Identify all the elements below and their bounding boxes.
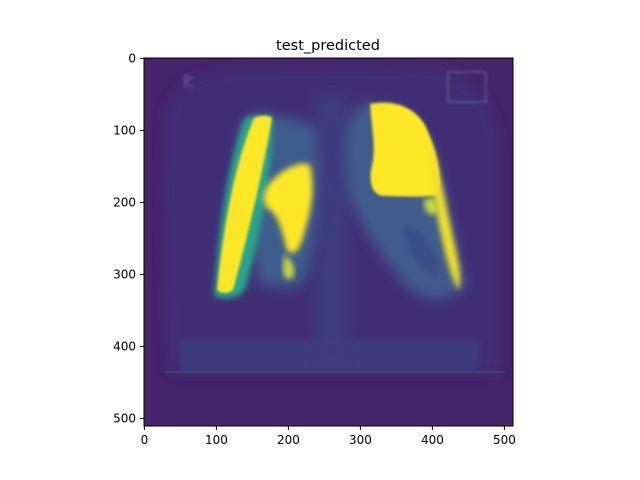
svg-text:400: 400: [113, 340, 136, 354]
heatmap-image: [144, 58, 513, 426]
y-axis: 0 100 200 300 400 500: [113, 52, 144, 426]
svg-text:100: 100: [205, 433, 228, 447]
svg-text:0: 0: [128, 52, 136, 66]
x-tick: 400: [421, 426, 444, 447]
svg-text:500: 500: [493, 433, 516, 447]
x-axis: 0 100 200 300 400 500: [141, 426, 516, 447]
svg-text:0: 0: [141, 433, 149, 447]
svg-text:500: 500: [113, 412, 136, 426]
y-tick: 300: [113, 268, 144, 282]
x-tick: 200: [277, 426, 300, 447]
svg-text:300: 300: [113, 268, 136, 282]
y-tick: 400: [113, 340, 144, 354]
y-tick: 100: [113, 124, 144, 138]
svg-text:200: 200: [277, 433, 300, 447]
svg-text:100: 100: [113, 124, 136, 138]
y-tick: 0: [128, 52, 144, 66]
x-tick: 0: [141, 426, 149, 447]
x-tick: 300: [349, 426, 372, 447]
svg-text:300: 300: [349, 433, 372, 447]
x-tick: 100: [205, 426, 228, 447]
y-tick: 200: [113, 196, 144, 210]
plot-frame: [143, 57, 514, 427]
x-tick: 500: [493, 426, 516, 447]
chart-title: test_predicted: [276, 38, 380, 54]
svg-text:400: 400: [421, 433, 444, 447]
y-tick: 500: [113, 412, 144, 426]
svg-text:200: 200: [113, 196, 136, 210]
